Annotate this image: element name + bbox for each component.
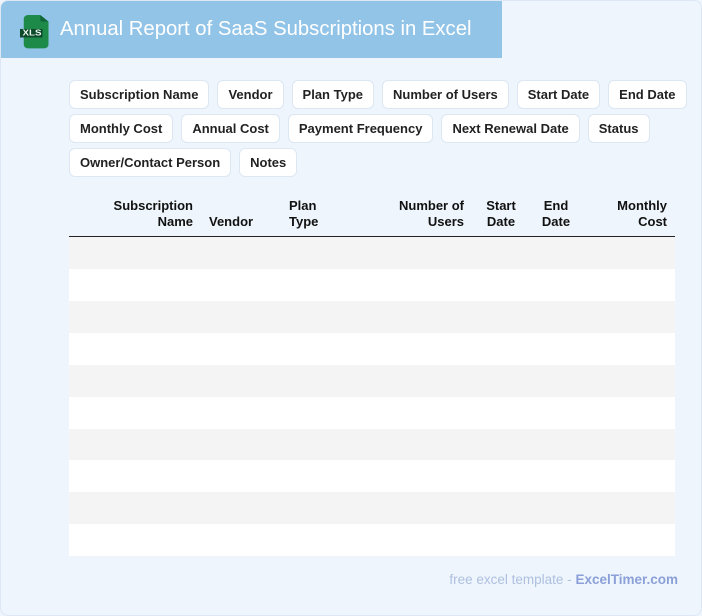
svg-text:XLS: XLS — [23, 29, 42, 38]
